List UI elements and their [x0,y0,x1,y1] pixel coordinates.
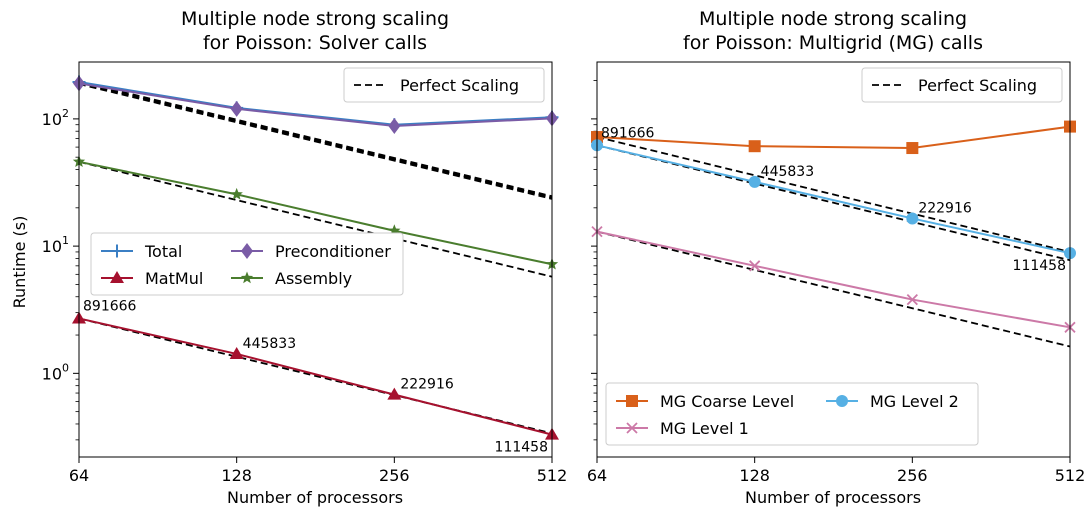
legend-swatch-marker [626,395,638,407]
panel-0-plot: 100 101 102 64 128 256 512 891666 445833 222916 11… [42,61,568,485]
series-point-mg-level-2 [748,175,761,188]
series-line-assembly [78,160,553,266]
right-title-line2: for Poisson: Multigrid (MG) calls [683,32,983,54]
series-point-preconditioner [230,100,243,117]
right-x-axis-label: Number of processors [745,488,921,507]
perfect-scaling-legend: Perfect Scaling [861,67,1063,103]
x-tick-label: 512 [1055,466,1086,485]
series-line-preconditioner [78,82,553,127]
series-line-total [78,81,553,126]
series-line-mg-level-2 [596,144,1071,255]
series-point-mg-coarse-level [748,140,761,153]
point-annotation: 891666 [601,125,655,141]
legend-swatch-marker [836,395,848,407]
legend-item-total: Total [144,242,182,261]
legend-swatch-marker [110,271,124,283]
point-annotation: 445833 [761,164,814,180]
legend-item-assembly: Assembly [275,269,352,288]
series-line-mg-level-1 [596,230,1071,329]
left-y-axis-label: Runtime (s) [10,216,29,309]
perfect-scaling-line [78,81,553,200]
perfect-scaling-legend-frame [861,67,1063,103]
series-point-preconditioner [388,117,401,134]
legend-item-mg-level-1: MG Level 1 [660,419,749,438]
point-annotation: 445833 [243,336,296,352]
panel-1-plot: 64 128 256 512 891666 445833 222916 111458 Perfe… [587,61,1086,485]
series-point-mg-level-2 [906,212,919,225]
y-tick-label: 100 [42,361,69,383]
left-x-axis-label: Number of processors [227,488,403,507]
perfect-scaling-legend-frame [343,67,545,103]
plot-frame [78,61,553,458]
series-point-matmul [229,346,244,359]
y-tick-label: 101 [42,234,69,256]
x-tick-label: 512 [537,466,568,485]
x-tick-label: 128 [739,466,770,485]
series-point-mg-coarse-level [906,142,919,155]
right-title-line1: Multiple node strong scaling [699,8,967,30]
right-panel: Multiple node strong scaling for Poisson… [683,8,983,507]
x-tick-label: 64 [587,466,607,485]
perfect-scaling-line [596,136,1071,253]
series-point-assembly [230,187,243,200]
x-tick-label: 256 [897,466,928,485]
series-legend: MG Coarse Level MG Level 2 MG Level 1 [605,382,979,446]
y-tick-label: 102 [42,107,69,129]
x-tick-label: 128 [221,466,252,485]
left-panel: Multiple node strong scaling for Poisson… [10,8,449,507]
series-point-matmul [387,387,402,400]
point-annotation: 891666 [83,298,137,314]
x-tick-label: 256 [379,466,410,485]
point-annotation: 222916 [918,200,972,216]
left-title-line2: for Poisson: Solver calls [203,32,427,54]
legend-swatch-marker [240,271,254,284]
series-legend: Total Preconditioner MatMul Assembly [90,232,404,296]
perfect-scaling-line [78,160,553,278]
point-annotation: 111458 [1013,258,1066,274]
x-tick-label: 64 [69,466,89,485]
plot-frame [596,61,1071,458]
series-line-mg-coarse-level [596,125,1071,150]
point-annotation: 111458 [495,440,548,456]
legend-item-matmul: MatMul [145,269,203,288]
perfect-scaling-legend-label: Perfect Scaling [400,76,519,95]
left-title-line1: Multiple node strong scaling [181,8,449,30]
series-point-mg-level-1-b [906,293,918,306]
legend-swatch-marker [241,243,253,259]
series-line-matmul [78,317,553,436]
legend-swatch-marker-b [626,422,638,434]
perfect-scaling-line [596,230,1071,348]
point-annotation: 222916 [400,377,454,393]
perfect-scaling-legend-label: Perfect Scaling [918,76,1037,95]
perfect-scaling-line [78,317,553,435]
series-legend-frame [605,382,979,446]
series-point-assembly [388,224,401,237]
series-legend-frame [90,232,404,296]
legend-item-preconditioner: Preconditioner [275,242,391,261]
legend-item-mg-coarse-level: MG Coarse Level [660,392,794,411]
perfect-scaling-legend: Perfect Scaling [343,67,545,103]
legend-item-mg-level-2: MG Level 2 [870,392,959,411]
series-point-mg-level-1-b [749,260,761,272]
